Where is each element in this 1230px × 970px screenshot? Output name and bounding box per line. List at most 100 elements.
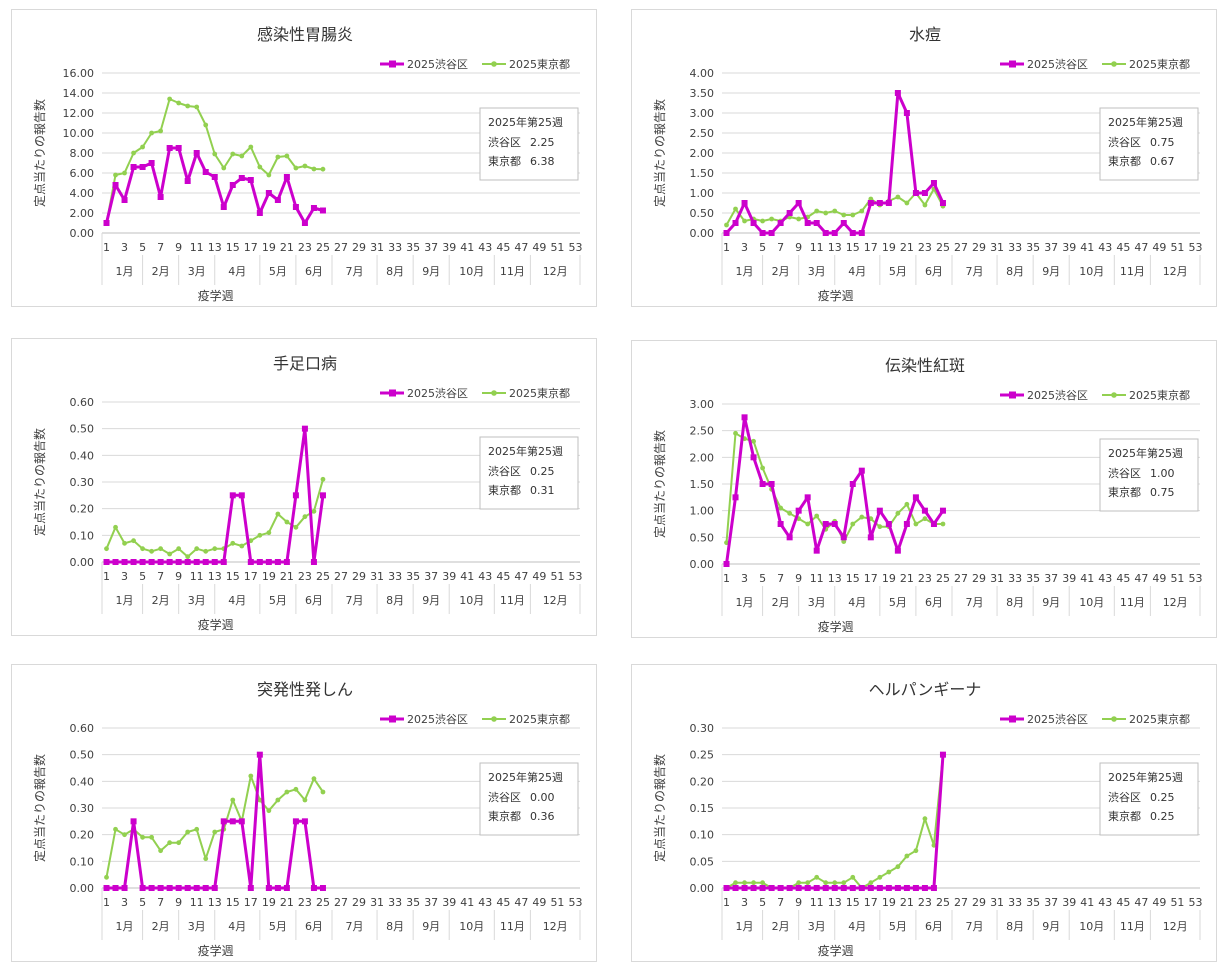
legend-item: 2025東京都: [482, 386, 570, 400]
month-label: 4月: [848, 265, 866, 278]
month-label: 9月: [422, 920, 440, 933]
data-point: [283, 559, 290, 565]
data-point: [859, 514, 865, 520]
data-point: [922, 816, 928, 822]
info-box-label-shibuya: 渋谷区: [488, 791, 521, 804]
data-point: [858, 230, 865, 236]
legend-label: 2025渋谷区: [1027, 389, 1088, 402]
x-tick-label: 17: [244, 570, 258, 583]
data-point: [239, 543, 245, 549]
data-point: [158, 128, 164, 134]
data-point: [265, 559, 272, 565]
data-point: [284, 153, 290, 159]
x-tick-label: 43: [1098, 572, 1112, 585]
info-box-label-shibuya: 渋谷区: [488, 136, 521, 149]
y-tick-label: 0.10: [690, 829, 715, 842]
x-tick-label: 25: [936, 241, 950, 254]
legend-label: 2025東京都: [1129, 57, 1190, 71]
x-tick-label: 1: [723, 896, 730, 909]
data-point: [760, 880, 765, 886]
data-point: [230, 151, 236, 157]
data-point: [742, 218, 747, 224]
x-tick-label: 33: [1008, 896, 1022, 909]
data-point: [849, 230, 856, 236]
x-tick-label: 35: [1026, 241, 1040, 254]
x-tick-label: 41: [1080, 896, 1094, 909]
data-point: [894, 547, 901, 554]
y-axis-title: 定点当たりの報告数: [652, 430, 667, 538]
x-tick-label: 11: [810, 572, 824, 585]
data-point: [840, 885, 847, 891]
data-point: [877, 874, 883, 880]
x-tick-label: 5: [139, 241, 146, 254]
data-point: [912, 494, 919, 501]
data-point: [939, 751, 946, 758]
data-point: [211, 174, 218, 180]
month-label: 1月: [736, 920, 754, 933]
data-point: [166, 145, 173, 151]
data-point: [930, 885, 937, 891]
month-label: 4月: [228, 265, 246, 278]
data-point: [202, 169, 209, 175]
y-tick-label: 0.20: [70, 503, 95, 516]
legend-label: 2025東京都: [509, 712, 570, 726]
data-point: [741, 885, 748, 891]
month-label: 11月: [1120, 265, 1145, 278]
month-label: 11月: [500, 920, 525, 933]
month-label: 10月: [1079, 596, 1104, 609]
x-tick-label: 13: [208, 896, 222, 909]
x-tick-label: 5: [139, 570, 146, 583]
x-tick-label: 47: [514, 896, 528, 909]
data-point: [112, 885, 119, 891]
info-box-value-tokyo: 0.75: [1150, 486, 1175, 499]
legend-item: 2025東京都: [1102, 712, 1190, 726]
month-label: 2月: [152, 594, 170, 607]
month-label: 8月: [386, 265, 404, 278]
data-point: [274, 559, 281, 565]
x-tick-label: 51: [1170, 896, 1184, 909]
data-point: [867, 200, 874, 206]
data-point: [239, 153, 245, 159]
x-tick-label: 43: [1098, 896, 1112, 909]
x-tick-label: 5: [759, 241, 766, 254]
data-point: [220, 818, 227, 825]
info-box-value-shibuya: 0.25: [530, 465, 555, 478]
x-tick-label: 39: [442, 241, 456, 254]
info-box-value-tokyo: 0.31: [530, 484, 555, 497]
month-label: 5月: [889, 265, 907, 278]
data-point: [113, 524, 118, 530]
x-tick-label: 31: [370, 896, 384, 909]
x-tick-label: 5: [759, 896, 766, 909]
info-box-label-tokyo: 東京都: [1108, 154, 1141, 168]
data-point: [157, 885, 164, 891]
data-point: [751, 880, 756, 886]
series-line: [726, 754, 945, 890]
data-point: [302, 514, 308, 520]
x-axis-title: 疫学週: [818, 943, 854, 958]
data-point: [122, 540, 127, 546]
data-point: [247, 177, 254, 183]
data-point: [148, 885, 155, 891]
data-point: [930, 521, 937, 527]
x-tick-label: 51: [1170, 572, 1184, 585]
info-box-value-tokyo: 0.36: [530, 810, 555, 823]
x-tick-label: 15: [226, 896, 240, 909]
data-point: [238, 492, 245, 499]
y-tick-label: 14.00: [63, 87, 95, 100]
data-point: [831, 521, 838, 527]
chart-svg: ヘルパンギーナ 2025渋谷区 2025東京都 0.00 0.05 0.10 0.15 0.2…: [652, 680, 1202, 958]
chart-panel-2: 水痘 2025渋谷区 2025東京都 0.00 0.50 1.00 1.50 2.00 2.50…: [631, 9, 1217, 307]
data-point: [284, 789, 290, 795]
data-point: [849, 885, 856, 891]
data-point: [849, 481, 856, 487]
data-point: [176, 100, 182, 106]
x-tick-label: 49: [1152, 241, 1166, 254]
x-tick-label: 7: [157, 570, 164, 583]
x-tick-label: 23: [298, 241, 312, 254]
data-point: [175, 885, 182, 891]
month-label: 1月: [116, 594, 134, 607]
x-tick-label: 13: [828, 572, 842, 585]
series-line: [725, 188, 944, 226]
